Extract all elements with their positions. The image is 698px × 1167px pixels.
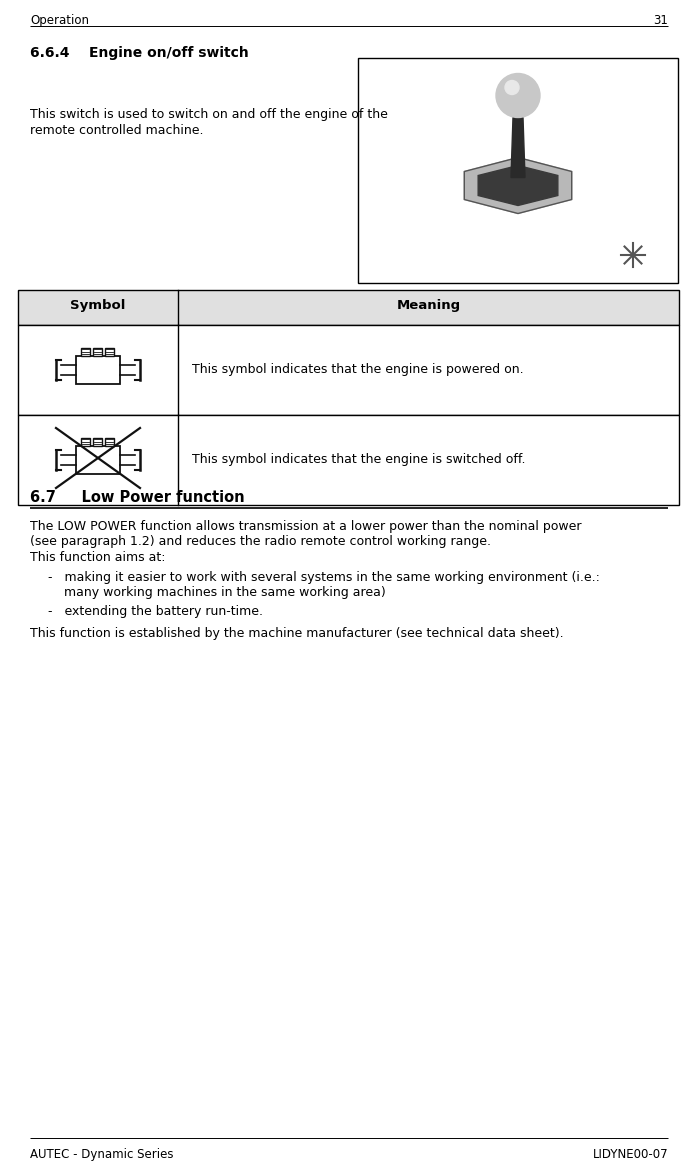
Text: The LOW POWER function allows transmission at a lower power than the nominal pow: The LOW POWER function allows transmissi… xyxy=(30,520,581,533)
Bar xyxy=(105,348,114,356)
Text: LIDYNE00-07: LIDYNE00-07 xyxy=(593,1148,668,1161)
Text: This switch is used to switch on and off the engine of the: This switch is used to switch on and off… xyxy=(30,109,388,121)
Text: This function aims at:: This function aims at: xyxy=(30,551,165,564)
Text: Symbol: Symbol xyxy=(70,299,126,312)
Bar xyxy=(93,348,102,356)
Polygon shape xyxy=(464,158,572,214)
Text: (see paragraph 1.2) and reduces the radio remote control working range.: (see paragraph 1.2) and reduces the radi… xyxy=(30,536,491,548)
Bar xyxy=(105,438,114,446)
Text: 6.7     Low Power function: 6.7 Low Power function xyxy=(30,490,244,505)
Text: 31: 31 xyxy=(653,14,668,27)
Text: Operation: Operation xyxy=(30,14,89,27)
Circle shape xyxy=(505,81,519,95)
Text: This symbol indicates that the engine is switched off.: This symbol indicates that the engine is… xyxy=(192,453,526,466)
Polygon shape xyxy=(511,118,525,177)
Text: -   extending the battery run-time.: - extending the battery run-time. xyxy=(40,606,263,619)
Bar xyxy=(358,58,678,284)
Text: -   making it easier to work with several systems in the same working environmen: - making it easier to work with several … xyxy=(40,571,600,584)
Bar xyxy=(76,356,120,384)
Text: Meaning: Meaning xyxy=(396,299,461,312)
Circle shape xyxy=(496,74,540,118)
Bar xyxy=(93,438,102,446)
Text: AUTEC - Dynamic Series: AUTEC - Dynamic Series xyxy=(30,1148,174,1161)
Bar xyxy=(18,415,679,505)
Text: remote controlled machine.: remote controlled machine. xyxy=(30,124,204,137)
Text: This symbol indicates that the engine is powered on.: This symbol indicates that the engine is… xyxy=(192,363,524,376)
Bar xyxy=(18,324,679,415)
Text: 6.6.4    Engine on/off switch: 6.6.4 Engine on/off switch xyxy=(30,46,248,60)
Text: many working machines in the same working area): many working machines in the same workin… xyxy=(40,586,386,599)
Bar xyxy=(81,348,90,356)
Bar xyxy=(18,291,679,324)
Text: This function is established by the machine manufacturer (see technical data she: This function is established by the mach… xyxy=(30,627,563,640)
Polygon shape xyxy=(478,166,558,205)
Bar xyxy=(81,438,90,446)
Bar xyxy=(76,446,120,474)
